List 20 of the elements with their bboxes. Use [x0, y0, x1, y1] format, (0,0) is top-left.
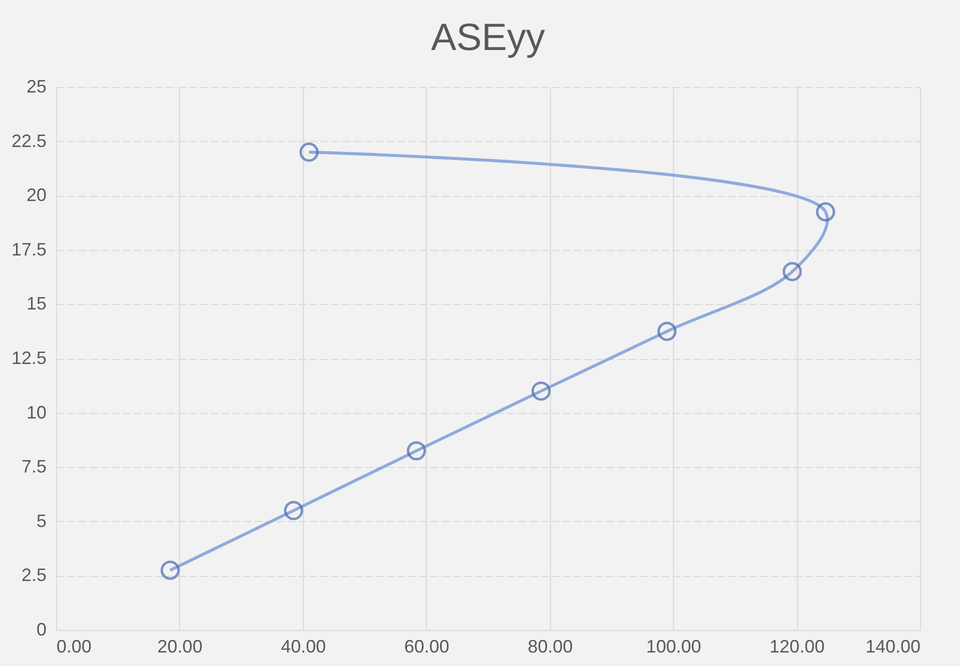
chart-title: ASEyy: [430, 17, 546, 59]
y-tick-label: 7.5: [21, 456, 46, 477]
x-tick-label: 100.00: [646, 636, 702, 656]
y-tick-label: 20: [26, 185, 46, 206]
y-tick-label: 25: [26, 76, 46, 96]
y-tick-label: 12.5: [11, 348, 46, 368]
x-tick-label: 60.00: [404, 636, 450, 656]
x-tick-label: 140.00: [865, 636, 920, 656]
x-tick-label: 120.00: [770, 636, 825, 656]
x-tick-label: 0.00: [56, 636, 92, 656]
y-tick-label: 22.5: [11, 130, 46, 151]
y-tick-label: 0: [36, 620, 46, 640]
y-tick-label: 17.5: [11, 239, 46, 260]
x-tick-label: 20.00: [157, 636, 202, 656]
y-tick-label: 10: [26, 402, 46, 422]
y-tick-label: 2.5: [21, 565, 46, 586]
x-tick-label: 80.00: [528, 636, 573, 656]
y-tick-label: 15: [26, 294, 46, 314]
y-tick-label: 5: [36, 510, 46, 531]
x-tick-label: 40.00: [280, 636, 326, 656]
